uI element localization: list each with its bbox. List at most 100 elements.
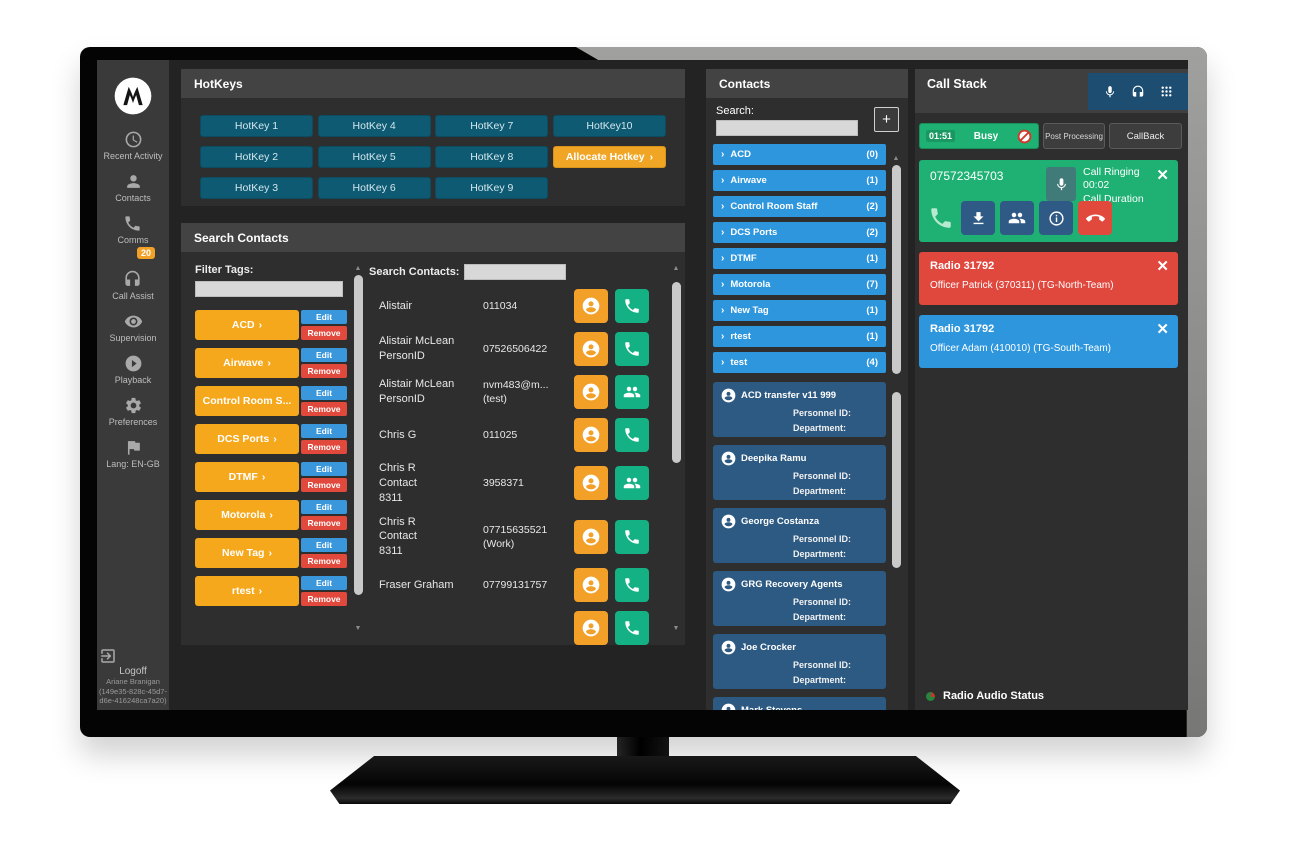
contact-cards-scrollbar[interactable] xyxy=(891,391,901,696)
scroll-down-arrow[interactable]: ▼ xyxy=(672,625,680,632)
group-call-button[interactable] xyxy=(615,466,649,501)
tag-edit-button[interactable]: Edit xyxy=(301,348,347,362)
contact-details-button[interactable] xyxy=(574,466,608,501)
contacts-search-input[interactable] xyxy=(716,120,858,136)
tag-button-dcs-ports[interactable]: DCS Ports › xyxy=(195,424,299,454)
headset-icon[interactable] xyxy=(1131,85,1145,99)
hotkey-button-10[interactable]: HotKey10 xyxy=(552,115,666,137)
add-contact-button[interactable]: + xyxy=(874,107,899,132)
contact-card[interactable]: George Costanza Personnel ID: Department… xyxy=(713,508,886,563)
contact-card[interactable]: Deepika Ramu Personnel ID: Department: xyxy=(713,445,886,500)
tag-button-rtest[interactable]: rtest › xyxy=(195,576,299,606)
tag-edit-button[interactable]: Edit xyxy=(301,538,347,552)
tag-button-control-room[interactable]: Control Room S... xyxy=(195,386,299,416)
category-row-test[interactable]: › test (4) xyxy=(713,352,886,373)
post-processing-button[interactable]: Post Processing xyxy=(1043,123,1105,149)
tag-edit-button[interactable]: Edit xyxy=(301,310,347,324)
call-contact-button[interactable] xyxy=(615,289,649,323)
tag-button-motorola[interactable]: Motorola › xyxy=(195,500,299,530)
call-contact-button[interactable] xyxy=(615,332,649,366)
call-contact-button[interactable] xyxy=(615,418,649,452)
contact-details-button[interactable] xyxy=(574,418,608,452)
tag-edit-button[interactable]: Edit xyxy=(301,500,347,514)
category-row-control-room-staff[interactable]: › Control Room Staff (2) xyxy=(713,196,886,217)
filter-tags-scrollbar[interactable]: ▲ ▼ xyxy=(353,264,363,634)
category-row-airwave[interactable]: › Airwave (1) xyxy=(713,170,886,191)
tag-remove-button[interactable]: Remove xyxy=(301,402,347,416)
close-call-icon[interactable]: ✕ xyxy=(1156,167,1169,184)
filter-tags-input[interactable] xyxy=(195,281,343,297)
search-contacts-input[interactable] xyxy=(464,264,567,280)
hotkey-button-2[interactable]: HotKey 2 xyxy=(200,146,313,168)
contact-details-button[interactable] xyxy=(574,332,608,366)
conference-button[interactable] xyxy=(1000,201,1034,235)
contact-details-button[interactable] xyxy=(574,519,608,554)
call-contact-button[interactable] xyxy=(615,568,649,603)
category-row-motorola[interactable]: › Motorola (7) xyxy=(713,274,886,295)
category-row-dtmf[interactable]: › DTMF (1) xyxy=(713,248,886,269)
tag-button-acd[interactable]: ACD › xyxy=(195,310,299,340)
hotkey-button-6[interactable]: HotKey 6 xyxy=(317,177,431,199)
contact-card[interactable]: GRG Recovery Agents Personnel ID: Depart… xyxy=(713,571,886,626)
tag-button-dtmf[interactable]: DTMF › xyxy=(195,462,299,492)
sidebar-item-supervision[interactable]: Supervision xyxy=(109,312,157,343)
tag-remove-button[interactable]: Remove xyxy=(301,326,347,340)
close-call-icon[interactable]: ✕ xyxy=(1156,258,1169,275)
call-contact-button[interactable] xyxy=(615,611,649,645)
hotkey-button-3[interactable]: HotKey 3 xyxy=(200,177,313,199)
sidebar-item-playback[interactable]: Playback xyxy=(115,354,151,385)
hotkey-button-7[interactable]: HotKey 7 xyxy=(435,115,549,137)
contact-card[interactable]: ACD transfer v11 999 Personnel ID: Depar… xyxy=(713,382,886,437)
tag-remove-button[interactable]: Remove xyxy=(301,592,347,606)
hotkey-button-5[interactable]: HotKey 5 xyxy=(317,146,431,168)
tag-remove-button[interactable]: Remove xyxy=(301,364,347,378)
agent-status-button[interactable]: 01:51 Busy xyxy=(919,123,1039,149)
hangup-button[interactable] xyxy=(1078,201,1112,235)
tag-remove-button[interactable]: Remove xyxy=(301,516,347,530)
call-mic-button[interactable] xyxy=(1046,167,1076,201)
tag-edit-button[interactable]: Edit xyxy=(301,462,347,476)
scroll-down-arrow[interactable]: ▼ xyxy=(354,625,362,632)
contact-card[interactable]: Mark Stevens Personnel ID: Department: xyxy=(713,697,886,710)
logoff-button[interactable]: Logoff Ariane Branigan (149e35-828c-45d7… xyxy=(99,647,167,706)
sidebar-item-language[interactable]: Lang: EN-GB xyxy=(106,438,160,469)
close-call-icon[interactable]: ✕ xyxy=(1156,321,1169,338)
contact-details-button[interactable] xyxy=(574,568,608,603)
hotkey-button-1[interactable]: HotKey 1 xyxy=(200,115,313,137)
tag-button-airwave[interactable]: Airwave › xyxy=(195,348,299,378)
category-row-new-tag[interactable]: › New Tag (1) xyxy=(713,300,886,321)
category-row-acd[interactable]: › ACD (0) xyxy=(713,144,886,165)
hotkey-button-4[interactable]: HotKey 4 xyxy=(317,115,431,137)
active-call-card[interactable]: 07572345703 Call Ringing 00:02 Call Dura… xyxy=(919,160,1178,242)
contact-details-button[interactable] xyxy=(574,611,608,645)
scroll-up-arrow[interactable]: ▲ xyxy=(354,265,362,272)
microphone-icon[interactable] xyxy=(1103,85,1117,99)
group-call-button[interactable] xyxy=(615,375,649,409)
call-info-button[interactable] xyxy=(1039,201,1073,235)
sidebar-item-contacts[interactable]: Contacts xyxy=(115,172,151,203)
call-contact-button[interactable] xyxy=(615,519,649,554)
hotkey-button-8[interactable]: HotKey 8 xyxy=(435,146,549,168)
category-row-dcs-ports[interactable]: › DCS Ports (2) xyxy=(713,222,886,243)
category-row-rtest[interactable]: › rtest (1) xyxy=(713,326,886,347)
allocate-hotkey-button[interactable]: Allocate Hotkey › xyxy=(552,146,666,168)
radio-call-card[interactable]: Radio 31792 Officer Adam (410010) (TG-So… xyxy=(919,315,1178,368)
sidebar-item-recent-activity[interactable]: Recent Activity xyxy=(103,130,163,161)
sidebar-item-call-assist[interactable]: Call Assist xyxy=(112,270,154,301)
radio-call-card[interactable]: Radio 31792 Officer Patrick (370311) (TG… xyxy=(919,252,1178,305)
tag-edit-button[interactable]: Edit xyxy=(301,386,347,400)
contact-card[interactable]: Joe Crocker Personnel ID: Department: xyxy=(713,634,886,689)
tag-remove-button[interactable]: Remove xyxy=(301,440,347,454)
contact-details-button[interactable] xyxy=(574,289,608,323)
tag-button-new-tag[interactable]: New Tag › xyxy=(195,538,299,568)
sidebar-item-preferences[interactable]: Preferences xyxy=(109,396,157,427)
tag-edit-button[interactable]: Edit xyxy=(301,424,347,438)
tag-edit-button[interactable]: Edit xyxy=(301,576,347,590)
sidebar-item-comms[interactable]: Comms 20 xyxy=(111,214,155,259)
scroll-up-arrow[interactable]: ▲ xyxy=(672,265,680,272)
tag-remove-button[interactable]: Remove xyxy=(301,554,347,568)
search-results-scrollbar[interactable]: ▲ ▼ xyxy=(671,264,681,634)
contact-details-button[interactable] xyxy=(574,375,608,409)
transfer-call-button[interactable] xyxy=(961,201,995,235)
hotkey-button-9[interactable]: HotKey 9 xyxy=(435,177,549,199)
